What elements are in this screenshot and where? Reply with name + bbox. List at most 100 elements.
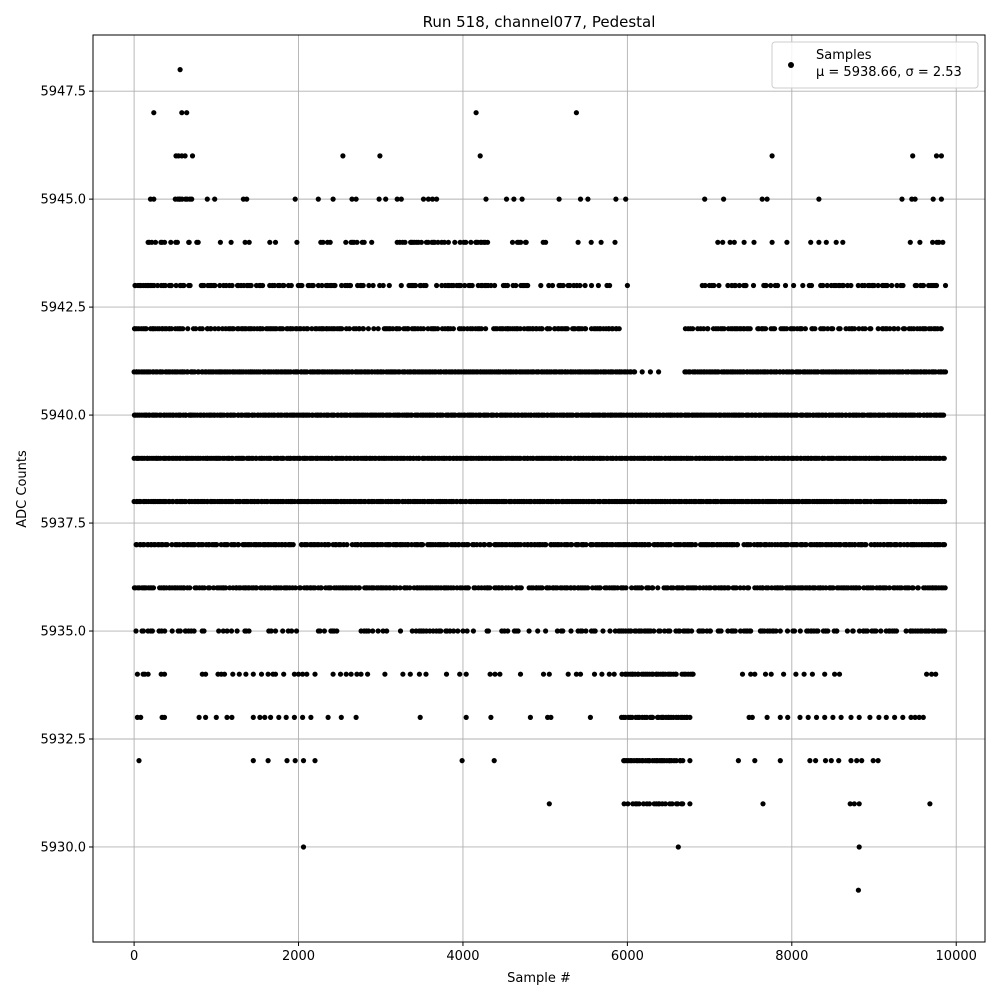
sample-point [140, 628, 146, 634]
sample-point [195, 239, 201, 245]
sample-point [854, 758, 860, 764]
sample-point [429, 196, 436, 202]
sample-point [182, 153, 188, 159]
sample-point [443, 671, 450, 677]
legend-box [771, 41, 979, 89]
sample-point [564, 326, 571, 332]
sample-point [907, 239, 913, 245]
sample-point [138, 714, 144, 721]
sample-point [289, 628, 295, 634]
sample-point [204, 196, 210, 202]
sample-point [371, 326, 377, 332]
sample-point [549, 282, 556, 289]
sample-point [451, 628, 457, 634]
sample-point [892, 714, 898, 721]
sample-point [398, 282, 404, 289]
sample-point [215, 326, 222, 332]
sample-point [452, 239, 458, 245]
plot-frame [92, 34, 986, 943]
sample-point [824, 282, 830, 289]
sample-point [799, 326, 805, 332]
sample-point [579, 628, 585, 634]
sample-point [848, 282, 854, 289]
sample-point [243, 671, 249, 677]
sample-point [889, 282, 895, 289]
sample-point [455, 628, 461, 634]
sample-point [900, 282, 906, 289]
sample-point [763, 282, 769, 289]
sample-point [752, 671, 758, 677]
sample-point [162, 628, 168, 634]
sample-point [715, 239, 721, 245]
sample-point [560, 628, 566, 634]
sample-point [280, 628, 286, 634]
sample-point [910, 153, 916, 159]
sample-point [189, 196, 195, 202]
sample-point [700, 628, 706, 634]
sample-point [161, 714, 168, 721]
sample-point [375, 326, 381, 332]
sample-point [692, 542, 699, 548]
sample-point [203, 714, 209, 721]
sample-point [705, 326, 711, 332]
sample-point [396, 326, 402, 332]
sample-point [217, 282, 223, 289]
sample-point [548, 714, 554, 721]
sample-point [862, 282, 868, 289]
sample-point [295, 671, 302, 677]
sample-point [813, 758, 819, 764]
sample-point [625, 801, 631, 807]
legend: Samples μ = 5938.66, σ = 2.53 [771, 41, 979, 89]
sample-point [560, 282, 566, 289]
sample-point [212, 326, 218, 332]
sample-point [334, 628, 340, 634]
sample-point [752, 758, 758, 764]
sample-point [407, 585, 413, 591]
sample-point [624, 282, 631, 289]
sample-point [875, 758, 881, 764]
sample-point [318, 585, 324, 591]
sample-point [899, 196, 905, 202]
sample-point [540, 671, 547, 677]
sample-point [353, 714, 359, 721]
sample-point [358, 671, 364, 677]
sample-point [216, 628, 222, 634]
sample-points [131, 67, 949, 893]
sample-point [607, 628, 613, 634]
sample-point [343, 239, 349, 245]
sample-point [267, 239, 273, 245]
sample-point [151, 196, 157, 202]
sample-point [739, 671, 746, 677]
sample-point [423, 282, 429, 289]
sample-point [856, 714, 862, 721]
sample-point [504, 282, 511, 289]
sample-point [933, 282, 940, 289]
sample-point [265, 671, 271, 677]
sample-point [465, 542, 471, 548]
sample-point [365, 326, 371, 332]
sample-point [864, 628, 871, 634]
sample-point [920, 714, 926, 721]
sample-point [693, 585, 699, 591]
sample-point [213, 714, 219, 721]
sample-point [830, 585, 836, 591]
sample-point [701, 326, 707, 332]
sample-point [229, 714, 235, 721]
sample-point [910, 585, 916, 591]
sample-point [487, 671, 493, 677]
sample-point [174, 239, 180, 245]
sample-point [185, 326, 191, 332]
sample-point [234, 628, 240, 634]
y-tick-label: 5930.0 [41, 840, 87, 855]
sample-point [464, 628, 470, 634]
sample-point [597, 585, 603, 591]
sample-point [271, 282, 278, 289]
sample-point [380, 628, 386, 634]
sample-point [797, 628, 803, 634]
sample-point [887, 326, 893, 332]
sample-point [856, 844, 862, 850]
sample-point [623, 585, 629, 591]
sample-point [539, 326, 545, 332]
sample-point [485, 239, 491, 245]
sample-point [370, 628, 376, 634]
